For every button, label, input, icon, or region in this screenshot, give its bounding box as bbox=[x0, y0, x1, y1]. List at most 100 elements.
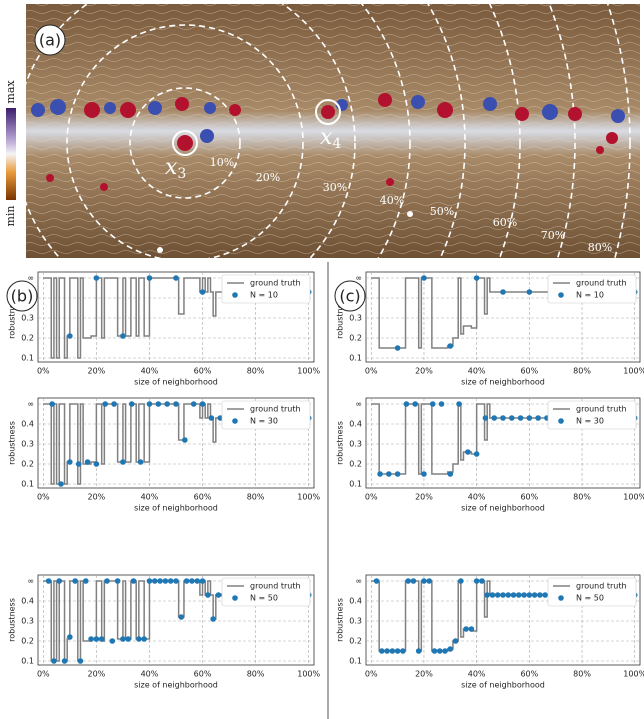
sample-dot bbox=[51, 658, 57, 664]
sample-dot bbox=[465, 449, 471, 455]
x-tick-label: 0% bbox=[37, 493, 50, 502]
legend-label: ground truth bbox=[576, 279, 627, 288]
x-tick-label: 60% bbox=[520, 367, 538, 376]
y-tick-label: 0.1 bbox=[349, 657, 362, 666]
sample-dot bbox=[505, 592, 512, 598]
legend-label: ground truth bbox=[576, 405, 627, 414]
x-tick-label: 60% bbox=[194, 670, 212, 679]
sample-dot bbox=[500, 415, 506, 421]
sample-dot bbox=[394, 471, 401, 477]
sample-dot bbox=[182, 437, 188, 443]
y-tick-label: 0.4 bbox=[349, 597, 362, 606]
ground-truth-line bbox=[371, 403, 635, 475]
x-tick-label: 40% bbox=[141, 670, 159, 679]
point-ring bbox=[172, 130, 198, 156]
sample-dot bbox=[400, 648, 406, 654]
x-tick-label: 80% bbox=[247, 367, 265, 376]
x-tick-label: 100% bbox=[297, 670, 320, 679]
sample-dot bbox=[75, 461, 82, 467]
sample-dot bbox=[151, 578, 158, 584]
sample-dot bbox=[58, 481, 64, 487]
sample-dot bbox=[412, 401, 418, 407]
sample-dot bbox=[84, 459, 91, 465]
ring-label: 10% bbox=[210, 156, 234, 169]
y-tick-label: 0.4 bbox=[349, 420, 362, 429]
x-axis-label: size of neighborhood bbox=[461, 378, 545, 387]
legend-label: ground truth bbox=[576, 582, 627, 591]
y-tick-label: ∞ bbox=[27, 400, 34, 409]
sample-dot bbox=[484, 592, 490, 598]
sample-dot bbox=[67, 333, 73, 339]
y-axis-label: robustness bbox=[8, 295, 17, 339]
legend-swatch bbox=[558, 292, 564, 298]
x-tick-label: 80% bbox=[573, 493, 591, 502]
sample-dot bbox=[67, 459, 73, 465]
sample-dot bbox=[104, 578, 110, 584]
point-var: x bbox=[320, 125, 333, 150]
sample-dot bbox=[120, 459, 126, 465]
sample-dot bbox=[405, 578, 411, 584]
x-tick-label: 20% bbox=[415, 670, 433, 679]
x-tick-label: 40% bbox=[468, 493, 486, 502]
sample-dot bbox=[67, 634, 73, 640]
x-tick-label: 100% bbox=[623, 367, 644, 376]
y-tick-label: ∞ bbox=[355, 577, 362, 586]
sample-dot bbox=[537, 592, 543, 598]
rings bbox=[0, 0, 630, 588]
panel-label: (b) bbox=[11, 287, 34, 306]
legend-label: N = 30 bbox=[576, 417, 604, 426]
sample-dot bbox=[167, 578, 174, 584]
panel-label-ring bbox=[334, 280, 366, 312]
y-tick-label: 0.3 bbox=[21, 314, 34, 323]
x-tick-label: 80% bbox=[573, 670, 591, 679]
x-axis-label: size of neighborhood bbox=[134, 504, 218, 513]
x-tick-label: 60% bbox=[520, 670, 538, 679]
legend-box bbox=[547, 577, 637, 607]
legend-swatch bbox=[232, 595, 238, 601]
x-tick-label: 20% bbox=[415, 367, 433, 376]
legend-label: ground truth bbox=[250, 582, 301, 591]
sample-dot bbox=[155, 401, 162, 407]
sample-dot bbox=[98, 636, 105, 642]
x-tick-label: 40% bbox=[468, 367, 486, 376]
sample-dot bbox=[137, 459, 144, 465]
sample-dot bbox=[125, 636, 132, 642]
colorbar-max: max bbox=[4, 80, 17, 104]
sample-dot bbox=[421, 578, 427, 584]
sample-dot bbox=[479, 578, 485, 584]
y-tick-label: 0.1 bbox=[349, 354, 362, 363]
sample-dot bbox=[500, 592, 506, 598]
x-axis-label: size of neighborhood bbox=[134, 378, 218, 387]
y-tick-label: 0.4 bbox=[21, 597, 34, 606]
x-tick-label: 20% bbox=[87, 493, 105, 502]
x-tick-label: 100% bbox=[297, 493, 320, 502]
legend-swatch bbox=[232, 292, 238, 298]
sample-dot bbox=[215, 592, 222, 598]
sample-dot bbox=[56, 578, 63, 584]
sample-dot bbox=[389, 648, 396, 654]
x-tick-label: 80% bbox=[247, 670, 265, 679]
sample-dot bbox=[510, 592, 517, 598]
sample-dot bbox=[436, 648, 443, 654]
x-tick-label: 20% bbox=[415, 493, 433, 502]
sample-dot bbox=[141, 636, 147, 642]
x-tick-label: 20% bbox=[87, 670, 105, 679]
sample-dot bbox=[458, 578, 464, 584]
panel-label-ring bbox=[6, 280, 38, 312]
x-tick-label: 0% bbox=[37, 367, 50, 376]
y-tick-label: ∞ bbox=[355, 400, 362, 409]
y-tick-label: 0.2 bbox=[349, 460, 362, 469]
y-tick-label: 0.1 bbox=[21, 657, 34, 666]
sample-dot bbox=[526, 289, 533, 295]
sample-dot bbox=[82, 578, 89, 584]
sample-dot bbox=[146, 401, 153, 407]
sample-dot bbox=[403, 401, 410, 407]
y-tick-label: 0.3 bbox=[349, 617, 362, 626]
sample-dot bbox=[521, 592, 527, 598]
legend-label: N = 30 bbox=[250, 417, 278, 426]
sample-dot bbox=[429, 401, 436, 407]
legend-swatch bbox=[558, 418, 564, 424]
sample-dot bbox=[410, 578, 417, 584]
x-tick-label: 60% bbox=[194, 493, 212, 502]
